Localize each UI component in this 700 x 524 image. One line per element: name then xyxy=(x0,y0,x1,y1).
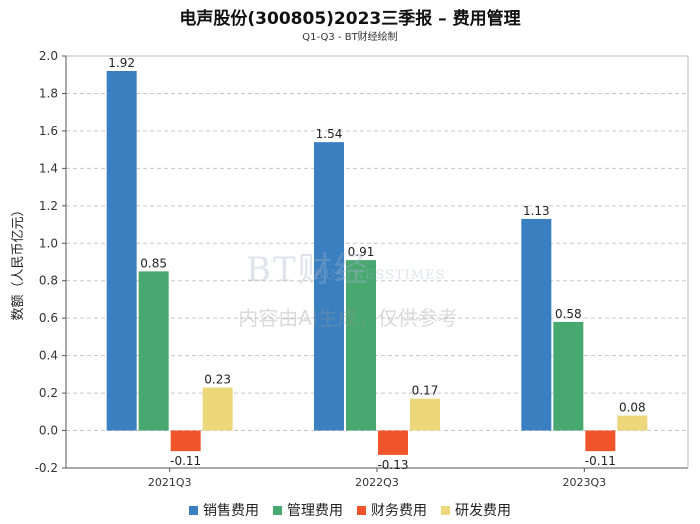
y-tick-label: 0.0 xyxy=(39,424,58,438)
bar xyxy=(378,430,408,455)
y-tick-label: -0.2 xyxy=(35,461,58,475)
bar xyxy=(346,260,376,431)
chart-title: 电声股份(300805)2023三季报 – 费用管理 xyxy=(179,9,521,29)
legend-label: 财务费用 xyxy=(371,503,427,519)
data-label: -0.13 xyxy=(377,458,408,472)
bar xyxy=(314,142,344,431)
legend-label: 销售费用 xyxy=(203,503,259,519)
y-tick-label: 0.8 xyxy=(39,274,58,288)
legend-item-sales[interactable]: 销售费用 xyxy=(189,500,259,520)
data-label: 0.91 xyxy=(348,245,375,259)
legend-item-finance[interactable]: 财务费用 xyxy=(357,500,427,520)
legend-swatch xyxy=(189,505,198,515)
y-axis-label: 数额（人民币亿元） xyxy=(11,203,26,320)
y-tick-label: 1.4 xyxy=(39,161,58,175)
y-tick-label: 0.6 xyxy=(39,311,58,325)
bar xyxy=(170,430,201,452)
data-label: 0.17 xyxy=(412,384,439,398)
bar xyxy=(410,398,440,431)
legend-swatch xyxy=(441,505,450,515)
legend-label: 研发费用 xyxy=(455,503,511,519)
data-label: -0.11 xyxy=(585,454,616,468)
y-tick-label: 1.2 xyxy=(39,199,58,213)
bar xyxy=(106,70,137,431)
data-label: 0.58 xyxy=(555,307,582,321)
bar xyxy=(138,271,169,431)
legend-swatch xyxy=(273,505,282,515)
plot-area xyxy=(66,56,688,468)
bar xyxy=(585,430,616,452)
x-tick-label: 2023Q3 xyxy=(563,476,607,489)
y-tick-label: 0.4 xyxy=(39,349,58,363)
data-label: 0.23 xyxy=(204,372,231,386)
bar xyxy=(521,218,552,431)
y-tick-label: 0.2 xyxy=(39,386,58,400)
y-tick-label: 1.8 xyxy=(39,86,58,100)
data-label: 1.13 xyxy=(523,204,550,218)
chart-subtitle: Q1-Q3 - BT财经绘制 xyxy=(302,32,398,43)
bar-chart: -0.2 0.0 0.2 0.4 0.6 0.8 1.0 1.2 1.4 1.6 1.8 2.0 数额（… xyxy=(11,49,689,489)
data-label: 1.92 xyxy=(108,56,135,70)
legend-item-rnd[interactable]: 研发费用 xyxy=(441,500,511,520)
bar xyxy=(553,321,584,431)
data-label: 0.85 xyxy=(140,256,167,270)
legend: 销售费用 管理费用 财务费用 研发费用 xyxy=(0,500,700,520)
legend-item-admin[interactable]: 管理费用 xyxy=(273,500,343,520)
legend-swatch xyxy=(357,505,366,515)
bar xyxy=(202,387,233,431)
legend-label: 管理费用 xyxy=(287,503,343,519)
x-tick-label: 2021Q3 xyxy=(148,476,192,489)
y-tick-label: 1.0 xyxy=(39,236,58,250)
data-label: 1.54 xyxy=(316,127,343,141)
x-tick-label: 2022Q3 xyxy=(355,476,399,489)
y-tick-label: 2.0 xyxy=(39,49,58,63)
y-tick-label: 1.6 xyxy=(39,124,58,138)
bar xyxy=(617,415,648,431)
data-label: -0.11 xyxy=(170,454,201,468)
data-label: 0.08 xyxy=(619,401,646,415)
